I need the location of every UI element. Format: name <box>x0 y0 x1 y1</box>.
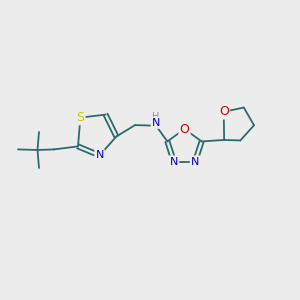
Text: N: N <box>95 150 104 161</box>
Text: H: H <box>152 112 160 122</box>
Text: S: S <box>76 111 84 124</box>
Text: N: N <box>191 157 199 166</box>
Text: N: N <box>170 157 178 166</box>
Text: N: N <box>152 118 160 128</box>
Text: O: O <box>180 122 189 136</box>
Text: O: O <box>219 105 229 118</box>
